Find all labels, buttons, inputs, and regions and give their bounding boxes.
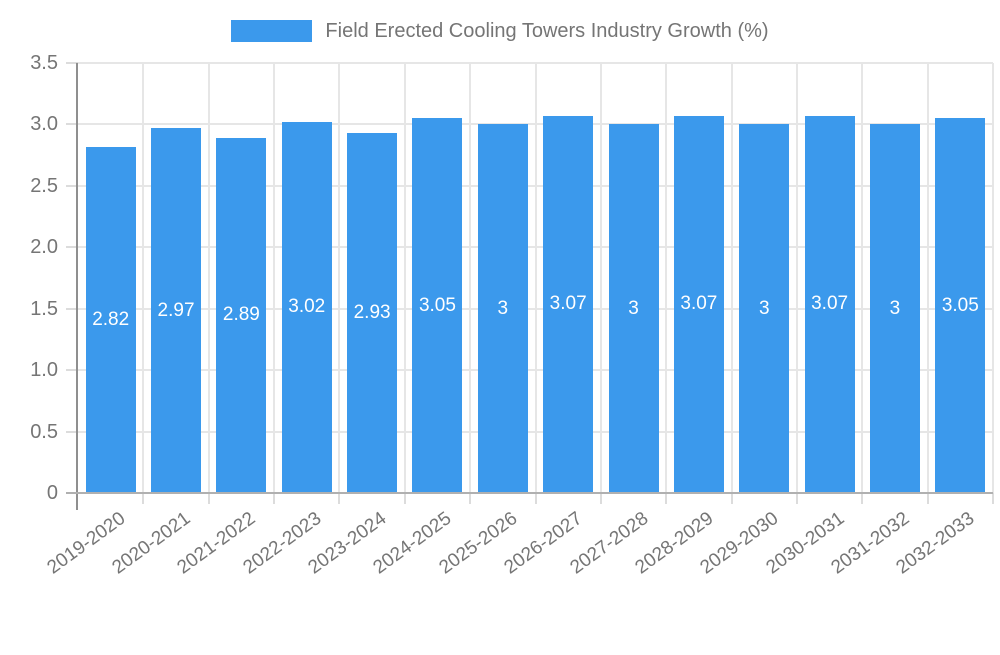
y-axis-tick-label: 1.0 <box>30 359 58 382</box>
x-axis-line <box>66 492 993 494</box>
vertical-gridline <box>273 63 276 493</box>
y-axis-tick-label: 1.5 <box>30 297 58 320</box>
x-axis-tick <box>730 493 733 504</box>
y-axis-tick-label: 0 <box>46 482 58 504</box>
bar-value-label: 3.05 <box>941 294 979 316</box>
bar-value-label: 3 <box>628 297 639 319</box>
x-axis-tick <box>926 493 929 504</box>
bar <box>869 124 920 493</box>
x-axis-tick <box>469 493 472 504</box>
y-axis-tick-label: 0.5 <box>30 420 58 443</box>
vertical-gridline <box>926 63 929 493</box>
bar-value-label: 2.89 <box>222 304 260 326</box>
y-axis-line <box>76 63 78 510</box>
bar-value-label: 3.07 <box>811 293 849 315</box>
y-axis-tick-label: 2.0 <box>30 236 58 259</box>
vertical-gridline <box>599 63 602 493</box>
x-axis-tick <box>534 493 537 504</box>
x-axis-tick <box>207 493 210 504</box>
vertical-gridline <box>207 63 210 493</box>
y-axis-tick-label: 3.0 <box>30 113 58 136</box>
bar-value-label: 3 <box>758 297 770 319</box>
bar-value-label: 3.05 <box>418 294 456 316</box>
bar-value-label: 3 <box>889 297 901 319</box>
bar-value-label: 2.97 <box>157 299 195 321</box>
x-axis-tick <box>992 493 994 504</box>
legend-swatch <box>231 20 313 42</box>
bar-value-label: 3.07 <box>549 293 587 315</box>
x-axis-tick <box>861 493 864 504</box>
bar <box>935 118 986 493</box>
y-axis-tick <box>66 184 78 187</box>
x-axis-tick <box>403 493 406 504</box>
bar <box>804 115 855 493</box>
y-axis-tick-label: 2.5 <box>30 174 58 197</box>
bar <box>151 128 202 493</box>
x-axis-tick <box>599 493 602 504</box>
bar-value-label: 2.82 <box>92 308 130 330</box>
vertical-gridline <box>338 63 341 493</box>
bar-value-label: 3.02 <box>288 296 326 318</box>
vertical-gridline <box>730 63 733 493</box>
x-axis-tick <box>338 493 341 504</box>
vertical-gridline <box>861 63 864 493</box>
vertical-gridline <box>469 63 472 493</box>
y-axis-tick <box>66 369 78 372</box>
x-axis-tick <box>142 493 145 504</box>
y-axis-tick <box>66 307 78 310</box>
bar <box>85 146 136 493</box>
y-axis-tick <box>66 246 78 249</box>
bar <box>216 137 267 493</box>
plot-area: 0 0.5 1.0 1.5 2.0 2.5 3.0 3.5 2.82 2019-2020 2.97 2… <box>30 52 994 578</box>
legend-item[interactable]: Field Erected Cooling Towers Industry Gr… <box>0 18 1000 44</box>
bar-value-label: 2.93 <box>353 302 391 323</box>
y-axis-tick <box>66 430 78 433</box>
bar <box>673 115 724 493</box>
vertical-gridline <box>534 63 537 493</box>
y-axis-tick <box>66 123 78 126</box>
bar <box>543 115 594 493</box>
x-axis-tick <box>273 493 276 504</box>
bar <box>739 124 790 493</box>
vertical-gridline <box>142 63 145 493</box>
bar-value-label: 3.07 <box>680 293 718 315</box>
vertical-gridline <box>795 63 798 493</box>
vertical-gridline <box>665 63 668 493</box>
x-axis-tick <box>665 493 668 504</box>
bar-value-label: 3 <box>497 297 509 319</box>
y-axis-tick-label: 3.5 <box>30 52 58 74</box>
vertical-gridline <box>992 63 994 493</box>
bar <box>608 124 659 493</box>
x-axis-tick <box>795 493 798 504</box>
vertical-gridline <box>403 63 406 493</box>
bar <box>281 121 332 493</box>
y-axis-tick <box>66 62 78 64</box>
bar-chart: Field Erected Cooling Towers Industry Gr… <box>0 18 1000 579</box>
bar <box>412 118 463 493</box>
bar <box>477 124 528 493</box>
legend-label: Field Erected Cooling Towers Industry Gr… <box>325 20 769 42</box>
bar <box>347 133 398 493</box>
